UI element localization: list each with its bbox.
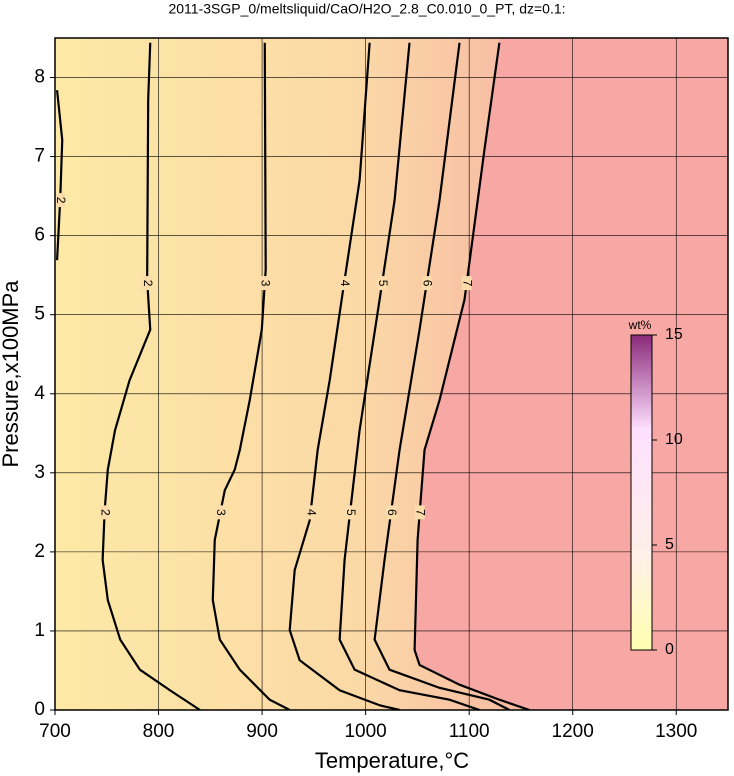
x-tick-label: 800 <box>143 721 175 742</box>
x-tick-label: 700 <box>39 721 71 742</box>
y-tick-label: 1 <box>34 620 45 641</box>
y-tick-label: 8 <box>34 67 45 88</box>
y-axis-label: Pressure,x100MPa <box>0 280 23 468</box>
contour-label-bg <box>414 505 425 520</box>
x-tick-label: 1200 <box>552 721 594 742</box>
y-tick-label: 3 <box>34 462 45 483</box>
contour-label: 2 <box>98 509 112 516</box>
contour-label: 4 <box>304 509 318 516</box>
colorbar <box>630 334 653 651</box>
contour-label-bg <box>305 505 316 520</box>
contour-line <box>338 42 480 710</box>
y-tick-label: 2 <box>34 541 45 562</box>
contour-label: 2 <box>54 197 68 204</box>
contour-label: 3 <box>259 280 273 287</box>
contour-label: 6 <box>385 509 399 516</box>
y-tick-label: 5 <box>34 304 45 325</box>
contour-label: 5 <box>376 280 390 287</box>
contour-label-bg <box>99 505 110 520</box>
colorbar-tick-label: 10 <box>665 431 683 448</box>
x-tick-label: 1000 <box>344 721 386 742</box>
contour-label: 7 <box>414 509 428 516</box>
contour-line <box>211 42 291 710</box>
contour-label: 6 <box>421 280 435 287</box>
y-tick-label: 4 <box>34 383 45 404</box>
contour-label-bg <box>55 193 66 208</box>
contour-line <box>288 42 400 710</box>
x-axis-label: Temperature,°C <box>315 748 469 773</box>
contour-line <box>373 42 510 710</box>
y-tick-label: 7 <box>34 146 45 167</box>
contour-label-bg <box>461 276 472 291</box>
colorbar-tick-label: 0 <box>665 641 674 658</box>
plot-frame <box>54 37 729 711</box>
contour-line <box>413 42 530 710</box>
colorbar-tick-label: 5 <box>665 536 674 553</box>
contour-label-bg <box>259 276 270 291</box>
y-tick-label: 0 <box>34 699 45 720</box>
contour-label-bg <box>421 276 432 291</box>
contour-label-bg <box>377 276 388 291</box>
x-tick-label: 1300 <box>655 721 697 742</box>
contour-label: 2 <box>141 280 155 287</box>
contour-label-bg <box>142 276 153 291</box>
contour-label-bg <box>215 505 226 520</box>
x-tick-label: 1100 <box>449 721 490 742</box>
contour-label-bg <box>386 505 397 520</box>
colorbar-label: wt% <box>628 318 652 332</box>
contour-label: 7 <box>461 280 475 287</box>
contour-line <box>55 90 64 261</box>
contour-label: 3 <box>214 509 228 516</box>
contour-label: 4 <box>338 280 352 287</box>
contour-label: 5 <box>344 509 358 516</box>
chart-title: 2011-3SGP_0/meltsliquid/CaO/H2O_2.8_C0.0… <box>168 1 565 17</box>
colorbar-tick-label: 15 <box>665 326 683 343</box>
x-tick-label: 900 <box>246 721 278 742</box>
contour-label-bg <box>345 505 356 520</box>
contour-label-bg <box>339 276 350 291</box>
y-tick-label: 6 <box>34 225 45 246</box>
